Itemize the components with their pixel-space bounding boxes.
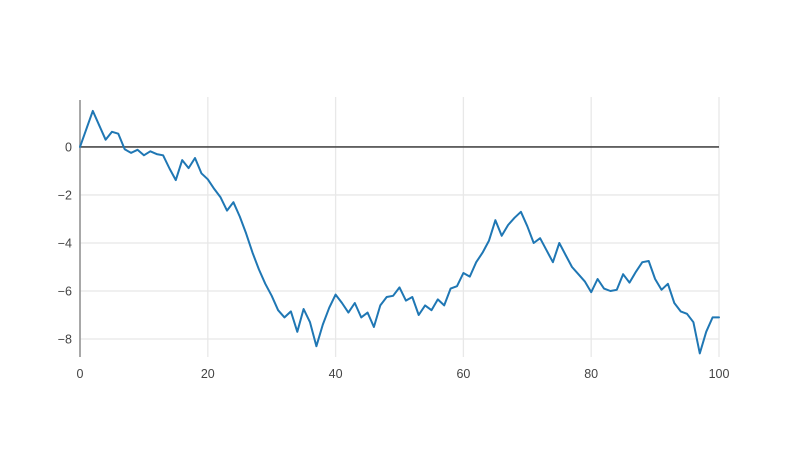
x-tick-label: 40 xyxy=(329,367,343,381)
y-tick-label: −4 xyxy=(58,236,72,250)
y-tick-label: −6 xyxy=(58,284,72,298)
y-tick-label: −2 xyxy=(58,188,72,202)
x-tick-label: 20 xyxy=(201,367,215,381)
y-tick-label: −8 xyxy=(58,332,72,346)
x-tick-label: 80 xyxy=(584,367,598,381)
data-line-trace-0[interactable] xyxy=(79,109,720,355)
plot-hover-area[interactable] xyxy=(80,97,719,357)
x-tick-label: 60 xyxy=(456,367,470,381)
x-tick-label: 100 xyxy=(709,367,730,381)
x-tick-label: 0 xyxy=(77,367,84,381)
y-tick-label: 0 xyxy=(65,140,72,154)
grid-layer xyxy=(80,97,720,357)
tick-label-layer: 0 −2 −4 −6 −8 0 20 40 60 80 100 xyxy=(58,140,730,381)
axis-layer xyxy=(79,100,719,357)
series-layer xyxy=(79,109,720,355)
